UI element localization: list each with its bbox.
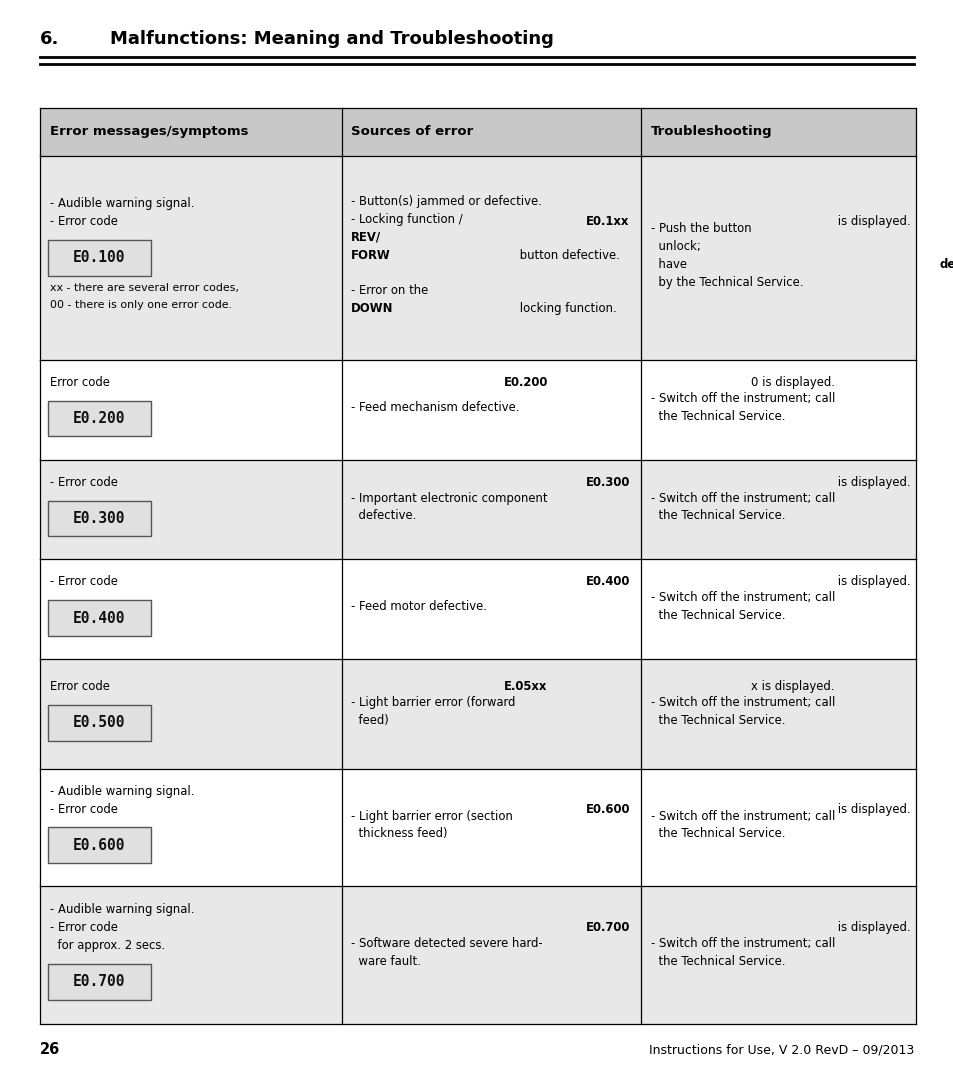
Text: is displayed.: is displayed. <box>833 802 909 815</box>
Text: - Feed mechanism defective.: - Feed mechanism defective. <box>351 401 519 414</box>
Text: - Push the button: - Push the button <box>650 222 754 235</box>
Text: E0.400: E0.400 <box>585 576 630 589</box>
Text: x is displayed.: x is displayed. <box>750 680 834 693</box>
Bar <box>40 559 915 659</box>
Text: - Switch off the instrument; call: - Switch off the instrument; call <box>650 392 834 405</box>
Text: - Audible warning signal.: - Audible warning signal. <box>50 904 193 917</box>
Text: by the Technical Service.: by the Technical Service. <box>650 275 802 288</box>
Bar <box>40 659 915 769</box>
Text: is displayed.: is displayed. <box>833 576 909 589</box>
Bar <box>40 360 915 460</box>
Text: is displayed.: is displayed. <box>833 475 909 488</box>
Text: - Software detected severe hard-: - Software detected severe hard- <box>351 937 542 950</box>
Text: Error code: Error code <box>50 376 113 389</box>
Text: - Feed motor defective.: - Feed motor defective. <box>351 600 487 613</box>
Bar <box>48 705 151 741</box>
Text: E0.600: E0.600 <box>585 802 630 815</box>
Text: - Button(s) jammed or defective.: - Button(s) jammed or defective. <box>351 195 541 208</box>
Text: FORW: FORW <box>351 248 391 261</box>
Bar <box>40 887 915 1024</box>
Text: E0.300: E0.300 <box>72 511 126 526</box>
Text: Malfunctions: Meaning and Troubleshooting: Malfunctions: Meaning and Troubleshootin… <box>110 30 553 49</box>
Bar <box>48 827 151 863</box>
Text: ware fault.: ware fault. <box>351 955 420 968</box>
Text: the Technical Service.: the Technical Service. <box>650 409 784 422</box>
Text: - Locking function /: - Locking function / <box>351 213 462 226</box>
Text: have: have <box>650 258 690 271</box>
Text: Error messages/symptoms: Error messages/symptoms <box>50 125 248 138</box>
Text: REV/: REV/ <box>351 231 381 244</box>
Text: E0.200: E0.200 <box>503 376 547 389</box>
Bar <box>48 600 151 636</box>
Text: thickness feed): thickness feed) <box>351 827 447 840</box>
Bar <box>48 401 151 436</box>
Text: DOWN: DOWN <box>351 302 393 315</box>
Text: the Technical Service.: the Technical Service. <box>650 955 784 968</box>
Text: 6.: 6. <box>40 30 59 49</box>
Text: Error code: Error code <box>50 680 113 693</box>
Text: the Technical Service.: the Technical Service. <box>650 714 784 727</box>
Bar <box>48 500 151 536</box>
Text: button defective.: button defective. <box>516 248 619 261</box>
Text: locking function.: locking function. <box>516 302 617 315</box>
Text: - Switch off the instrument; call: - Switch off the instrument; call <box>650 937 834 950</box>
Text: E0.1xx: E0.1xx <box>585 215 629 228</box>
Text: E0.200: E0.200 <box>72 411 126 427</box>
Text: is displayed.: is displayed. <box>833 215 909 228</box>
Text: E0.500: E0.500 <box>72 715 126 730</box>
Text: - Important electronic component: - Important electronic component <box>351 491 547 504</box>
Text: defective: defective <box>939 258 953 271</box>
Text: xx - there are several error codes,: xx - there are several error codes, <box>50 283 238 293</box>
Text: defective.: defective. <box>351 510 416 523</box>
Bar <box>40 108 915 156</box>
Text: 0 is displayed.: 0 is displayed. <box>750 376 834 389</box>
Text: Sources of error: Sources of error <box>351 125 473 138</box>
Text: - Light barrier error (forward: - Light barrier error (forward <box>351 696 515 708</box>
Text: unlock;: unlock; <box>650 240 700 253</box>
Text: the Technical Service.: the Technical Service. <box>650 827 784 840</box>
Text: E0.600: E0.600 <box>72 838 126 853</box>
Text: - Error code: - Error code <box>50 802 121 815</box>
Text: - Error code: - Error code <box>50 475 121 488</box>
Text: - Switch off the instrument; call: - Switch off the instrument; call <box>650 592 834 605</box>
Text: Instructions for Use, V 2.0 RevD – 09/2013: Instructions for Use, V 2.0 RevD – 09/20… <box>648 1043 913 1056</box>
Text: - Error code: - Error code <box>50 215 121 228</box>
Text: - Switch off the instrument; call: - Switch off the instrument; call <box>650 491 834 504</box>
Bar <box>40 460 915 559</box>
Text: - Switch off the instrument; call: - Switch off the instrument; call <box>650 810 834 823</box>
Text: E0.700: E0.700 <box>585 921 630 934</box>
Text: - Light barrier error (section: - Light barrier error (section <box>351 810 513 823</box>
Text: Troubleshooting: Troubleshooting <box>650 125 771 138</box>
Text: - Audible warning signal.: - Audible warning signal. <box>50 785 193 798</box>
Text: the Technical Service.: the Technical Service. <box>650 609 784 622</box>
Text: 00 - there is only one error code.: 00 - there is only one error code. <box>50 300 232 310</box>
Text: 26: 26 <box>40 1042 60 1057</box>
Text: E0.400: E0.400 <box>72 610 126 625</box>
Text: E.05xx: E.05xx <box>503 680 546 693</box>
Text: is displayed.: is displayed. <box>833 921 909 934</box>
Text: - Audible warning signal.: - Audible warning signal. <box>50 198 193 211</box>
Text: - Switch off the instrument; call: - Switch off the instrument; call <box>650 696 834 708</box>
Bar <box>48 240 151 275</box>
Text: E0.100: E0.100 <box>72 251 126 266</box>
Text: for approx. 2 secs.: for approx. 2 secs. <box>50 940 165 953</box>
Text: feed): feed) <box>351 714 389 727</box>
Bar <box>48 964 151 1000</box>
Bar <box>40 769 915 887</box>
Text: - Error code: - Error code <box>50 576 121 589</box>
Text: - Error on the: - Error on the <box>351 284 432 297</box>
Text: - Error code: - Error code <box>50 921 121 934</box>
Text: E0.300: E0.300 <box>585 475 630 488</box>
Text: the Technical Service.: the Technical Service. <box>650 510 784 523</box>
Bar <box>40 156 915 360</box>
Text: E0.700: E0.700 <box>72 974 126 989</box>
